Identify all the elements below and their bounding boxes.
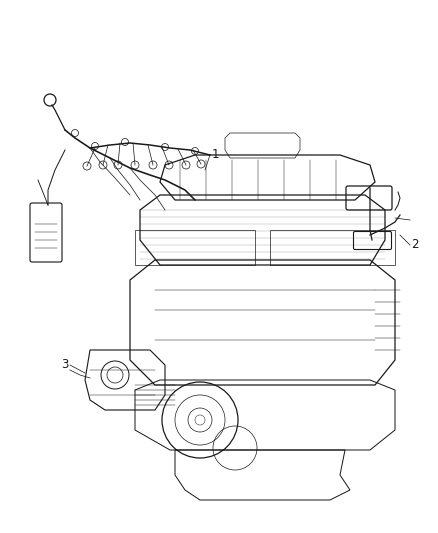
Text: 3: 3: [61, 359, 69, 372]
Text: 2: 2: [411, 238, 419, 252]
Text: 1: 1: [212, 149, 219, 161]
